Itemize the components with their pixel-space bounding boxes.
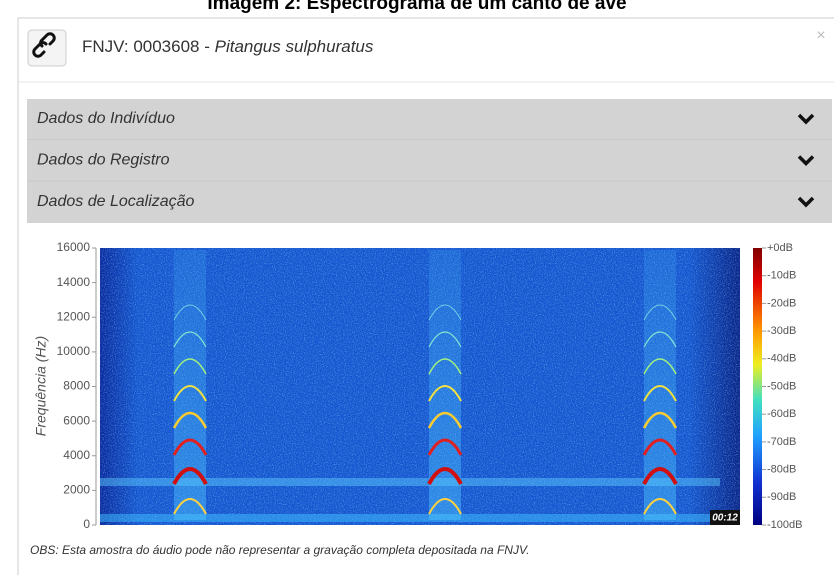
y-tick-label: 16000 [57,240,91,254]
y-tick-label: 8000 [63,379,90,393]
y-tick-label: 0 [83,517,90,531]
note: OBS: Esta amostra do áudio pode não repr… [30,543,529,557]
species: Pitangus sulphuratus [215,37,374,56]
accordion-label: Dados do Registro [37,152,170,169]
y-tick-label: 2000 [63,483,90,497]
modal-title: FNJV: 0003608 - Pitangus sulphuratus [82,37,374,56]
screen: Imagem 2: Espectrograma de um canto de a… [0,0,834,575]
colorbar-label: -60dB [767,408,796,420]
colorbar-label: -40dB [767,353,796,365]
timestamp: 00:12 [712,513,738,524]
colorbar-label: -90dB [767,491,796,503]
colorbar-label: +0dB [767,242,793,254]
colorbar-label: -30dB [767,325,796,337]
colorbar [753,248,762,525]
colorbar-label: -10dB [767,270,796,282]
colorbar-label: -70dB [767,436,796,448]
y-tick-label: 14000 [57,275,91,289]
y-tick-label: 4000 [63,448,90,462]
y-tick-label: 10000 [57,344,91,358]
page: Imagem 2: Espectrograma de um canto de a… [0,0,834,575]
caption: Imagem 2: Espectrograma de um canto de a… [207,0,626,14]
accordion-label: Dados de Localização [37,193,195,210]
colorbar-label: -100dB [767,519,802,531]
y-tick-label: 12000 [57,309,91,323]
y-axis-label: Frequência (Hz) [33,336,49,436]
colorbar-label: -80dB [767,464,796,476]
separator: - [200,37,215,56]
colorbar-label: -50dB [767,380,796,392]
y-tick-label: 6000 [63,413,90,427]
close-button[interactable]: × [816,27,825,44]
record-id: FNJV: 0003608 [82,37,200,56]
accordion-label: Dados do Indivíduo [37,110,175,127]
colorbar-label: -20dB [767,297,796,309]
